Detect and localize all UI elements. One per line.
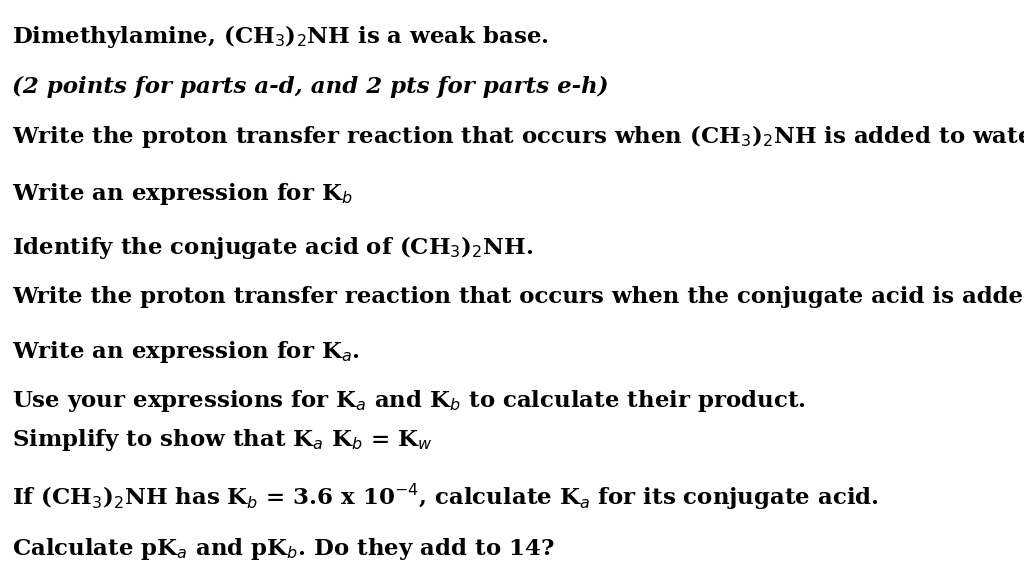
Text: Use your expressions for K$_a$ and K$_b$ to calculate their product.: Use your expressions for K$_a$ and K$_b$… bbox=[12, 388, 806, 415]
Text: Identify the conjugate acid of (CH$_3$)$_2$NH.: Identify the conjugate acid of (CH$_3$)$… bbox=[12, 234, 534, 260]
Text: Write the proton transfer reaction that occurs when (CH$_3$)$_2$NH is added to w: Write the proton transfer reaction that … bbox=[12, 123, 1024, 150]
Text: (2 points for parts a-d, and 2 pts for parts e-h): (2 points for parts a-d, and 2 pts for p… bbox=[12, 76, 609, 98]
Text: Simplify to show that K$_a$ K$_b$ = K$_w$: Simplify to show that K$_a$ K$_b$ = K$_w… bbox=[12, 427, 433, 454]
Text: Dimethylamine, (CH$_3$)$_2$NH is a weak base.: Dimethylamine, (CH$_3$)$_2$NH is a weak … bbox=[12, 23, 549, 50]
Text: Calculate pK$_a$ and pK$_b$. Do they add to 14?: Calculate pK$_a$ and pK$_b$. Do they add… bbox=[12, 536, 555, 562]
Text: Write the proton transfer reaction that occurs when the conjugate acid is added : Write the proton transfer reaction that … bbox=[12, 286, 1024, 308]
Text: Write an expression for K$_a$.: Write an expression for K$_a$. bbox=[12, 339, 360, 365]
Text: Write an expression for K$_b$: Write an expression for K$_b$ bbox=[12, 181, 353, 207]
Text: If (CH$_3$)$_2$NH has K$_b$ = 3.6 x 10$^{-4}$, calculate K$_a$ for its conjugate: If (CH$_3$)$_2$NH has K$_b$ = 3.6 x 10$^… bbox=[12, 482, 880, 512]
